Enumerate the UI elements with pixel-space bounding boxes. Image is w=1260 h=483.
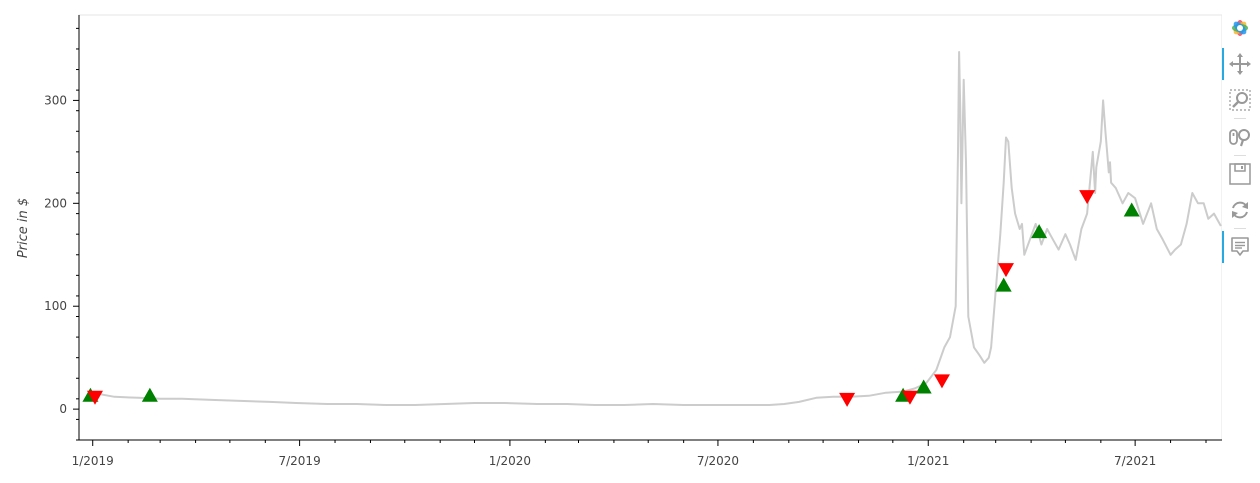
hover-icon bbox=[1231, 237, 1249, 256]
price-line bbox=[87, 51, 1222, 406]
wheel-zoom-icon bbox=[1229, 129, 1250, 147]
buy-signal-marker[interactable] bbox=[915, 379, 932, 394]
box-zoom-icon bbox=[1229, 89, 1251, 111]
toolbar-separator bbox=[1234, 155, 1246, 156]
y-tick-label: 0 bbox=[59, 402, 67, 416]
toolbar-separator bbox=[1234, 118, 1246, 119]
bokeh-logo-icon bbox=[1232, 20, 1248, 36]
bokeh-logo[interactable] bbox=[1222, 10, 1258, 46]
buy-signal-marker[interactable] bbox=[995, 277, 1012, 292]
price-chart[interactable]: 1/2019 7/2019 1/2020 7/2020 1/2021 7/2021 0 10… bbox=[0, 0, 1222, 483]
wheel-zoom-tool[interactable] bbox=[1222, 119, 1258, 155]
box-zoom-tool[interactable] bbox=[1222, 82, 1258, 118]
x-tick-label: 1/2019 bbox=[72, 454, 114, 468]
x-tick-label: 1/2020 bbox=[489, 454, 531, 468]
x-tick-label: 1/2021 bbox=[907, 454, 949, 468]
chart-toolbar bbox=[1222, 10, 1258, 265]
sell-signal-marker[interactable] bbox=[901, 390, 918, 405]
x-tick-label: 7/2021 bbox=[1114, 454, 1156, 468]
sell-signal-marker[interactable] bbox=[933, 374, 950, 389]
pan-tool[interactable] bbox=[1222, 46, 1258, 82]
buy-signal-marker[interactable] bbox=[1123, 202, 1140, 217]
x-tick-label: 7/2020 bbox=[697, 454, 739, 468]
sell-signal-marker[interactable] bbox=[1079, 190, 1096, 205]
buy-signal-marker[interactable] bbox=[1031, 224, 1048, 239]
buy-signal-marker[interactable] bbox=[141, 387, 158, 402]
y-tick-labels: 0 100 200 300 bbox=[44, 93, 67, 416]
y-tick-label: 200 bbox=[44, 196, 67, 210]
sell-signal-marker[interactable] bbox=[839, 392, 856, 407]
sell-signal-marker[interactable] bbox=[87, 390, 104, 405]
x-tick-label: 7/2019 bbox=[278, 454, 320, 468]
save-tool[interactable] bbox=[1222, 156, 1258, 192]
plot-frame bbox=[78, 14, 1222, 441]
toolbar-separator bbox=[1234, 228, 1246, 229]
pan-icon bbox=[1229, 53, 1251, 75]
y-tick-label: 300 bbox=[44, 93, 67, 107]
signal-markers[interactable] bbox=[82, 190, 1140, 407]
y-axis-label: Price in $ bbox=[16, 198, 31, 258]
hover-tool[interactable] bbox=[1222, 229, 1258, 265]
save-icon bbox=[1229, 163, 1251, 185]
x-tick-labels: 1/2019 7/2019 1/2020 7/2020 1/2021 7/2021 bbox=[72, 454, 1157, 468]
reset-icon bbox=[1232, 201, 1248, 219]
sell-signal-marker[interactable] bbox=[997, 263, 1014, 278]
y-tick-label: 100 bbox=[44, 299, 67, 313]
reset-tool[interactable] bbox=[1222, 192, 1258, 228]
